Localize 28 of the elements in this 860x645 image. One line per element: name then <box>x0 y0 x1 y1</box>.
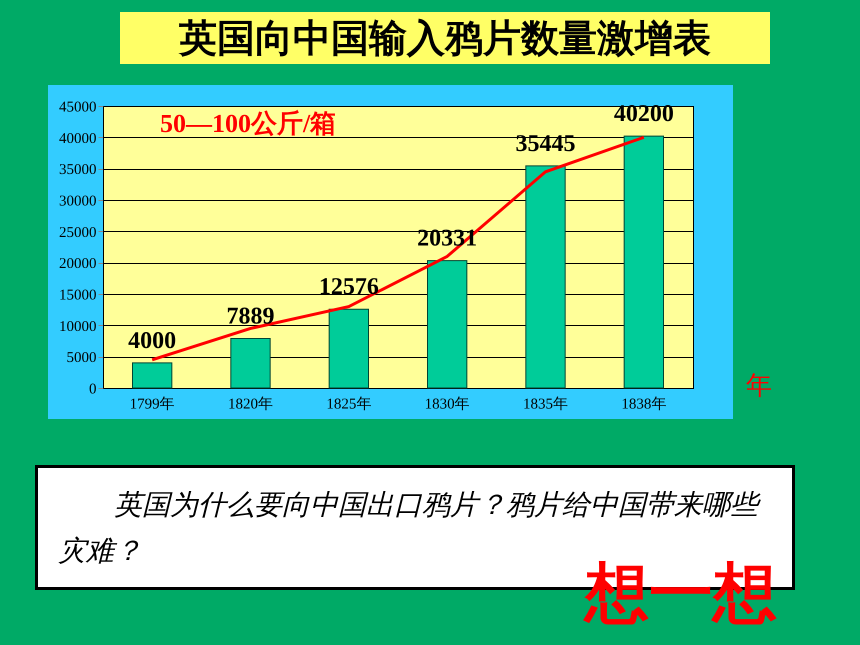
bar <box>230 338 271 388</box>
x-axis-title: 年 <box>746 370 772 403</box>
bar <box>624 136 664 388</box>
text: 12576 <box>318 274 379 300</box>
x-tick-label: 1820年 <box>228 396 273 412</box>
y-tick-label: 10000 <box>59 318 96 335</box>
x-tick-label: 1799年 <box>130 396 175 412</box>
bar <box>132 362 172 388</box>
text: 4000 <box>128 328 176 354</box>
bar <box>328 308 369 388</box>
y-tick-label: 25000 <box>59 224 96 241</box>
bar <box>427 260 468 388</box>
y-tick-label: 20000 <box>59 256 96 272</box>
chart-title: 英国向中国输入鸦片数量激增表 <box>120 12 770 64</box>
y-tick-label: 35000 <box>59 162 96 178</box>
annotation: 50—100公斤/箱 <box>160 108 336 140</box>
y-tick-label: 15000 <box>59 288 96 304</box>
x-tick-label: 1825年 <box>326 396 372 412</box>
y-tick-label: 45000 <box>59 100 96 116</box>
x-tick-label: 1835年 <box>523 396 568 412</box>
text: 7889 <box>226 304 274 330</box>
x-tick-label: 1830年 <box>424 396 470 412</box>
bar <box>525 165 566 388</box>
y-tick-label: 40000 <box>59 130 96 147</box>
y-tick-label: 5000 <box>66 350 96 366</box>
y-tick-label: 30000 <box>59 194 96 210</box>
y-tick-label: 0 <box>89 382 96 398</box>
x-tick-label: 1838年 <box>621 396 666 412</box>
